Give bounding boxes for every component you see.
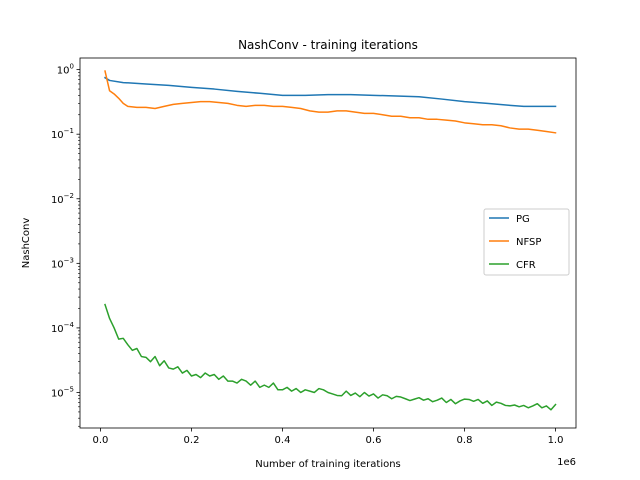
legend-box — [483, 208, 570, 276]
y-axis-label: NashConv — [21, 218, 32, 269]
x-axis-offset-label: 1e6 — [557, 457, 576, 468]
x-axis: 0.0 0.2 0.4 0.6 0.8 1.0 — [93, 428, 564, 446]
y-tick-label: 10−1 — [51, 127, 74, 141]
series-line-cfr — [104, 303, 557, 411]
chart-title: NashConv - training iterations — [238, 38, 418, 52]
x-axis-label: Number of training iterations — [255, 459, 401, 470]
plot-frame — [79, 57, 577, 429]
x-tick-label: 0.2 — [184, 435, 200, 446]
y-tick-label: 10−5 — [51, 385, 74, 399]
y-axis: 100 10−1 10−2 10−3 10−4 10−5 — [51, 63, 80, 427]
y-tick-label: 100 — [57, 63, 74, 77]
legend-label-cfr: CFR — [516, 260, 536, 271]
x-tick-label: 1.0 — [548, 435, 564, 446]
x-tick-label: 0.8 — [457, 435, 473, 446]
series-line-pg — [104, 76, 557, 108]
x-tick-label: 0.6 — [366, 435, 382, 446]
x-tick-label: 0.4 — [275, 435, 291, 446]
y-tick-label: 10−4 — [51, 321, 75, 335]
series-line-nfsp — [104, 70, 557, 134]
series-layer — [104, 70, 557, 411]
legend-label-nfsp: NFSP — [516, 237, 541, 248]
legend-label-pg: PG — [516, 214, 530, 225]
y-tick-label: 10−2 — [51, 192, 74, 206]
y-tick-label: 10−3 — [51, 256, 74, 270]
x-tick-label: 0.0 — [93, 435, 109, 446]
legend: PG NFSP CFR — [483, 208, 570, 276]
